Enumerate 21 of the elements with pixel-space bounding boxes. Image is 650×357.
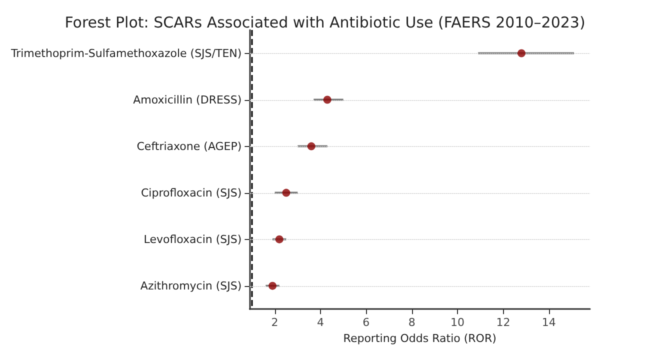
point xyxy=(323,96,332,104)
chart-title: Forest Plot: SCARs Associated with Antibiotic Use (FAERS 2010–2023) xyxy=(64,14,586,32)
x-tick-label: 4 xyxy=(316,316,324,330)
y-tick-label: Ceftriaxone (AGEP) xyxy=(136,140,242,153)
point xyxy=(282,188,290,197)
point xyxy=(517,49,526,58)
point xyxy=(268,282,277,290)
x-tick-label: 8 xyxy=(408,316,416,330)
point xyxy=(275,235,284,244)
x-tick-label: 6 xyxy=(362,316,370,330)
y-tick-label: Levofloxacin (SJS) xyxy=(144,232,242,246)
x-tick-label: 10 xyxy=(450,316,465,330)
y-tick-label: Azithromycin (SJS) xyxy=(140,279,242,292)
y-tick-label: Amoxicillin (DRESS) xyxy=(133,93,242,106)
x-tick-label: 12 xyxy=(496,316,510,330)
point xyxy=(307,142,316,150)
y-tick-label: Ciprofloxacin (SJS) xyxy=(141,186,242,200)
x-tick-label: 2 xyxy=(271,316,278,330)
x-tick-label: 14 xyxy=(542,316,556,330)
x-axis-title: Reporting Odds Ratio (ROR) xyxy=(343,332,496,345)
y-tick-label: Trimethoprim-Sulfamethoxazole (SJS/TEN) xyxy=(10,46,242,60)
